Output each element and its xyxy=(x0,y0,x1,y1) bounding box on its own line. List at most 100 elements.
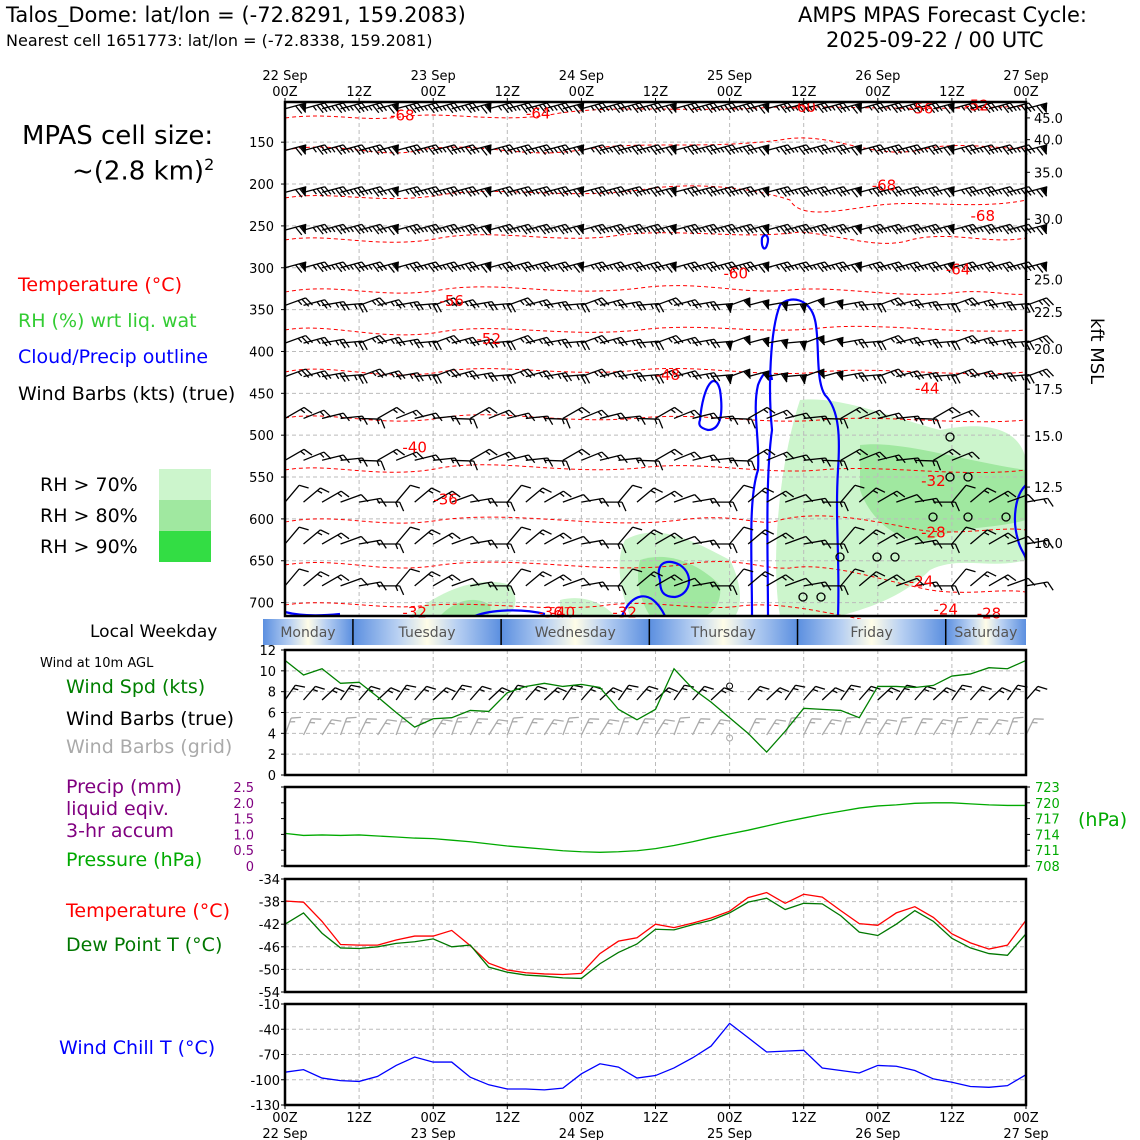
station-title: Talos_Dome: lat/lon = (-72.8291, 159.208… xyxy=(6,3,466,27)
barb-half xyxy=(412,453,418,458)
barb-half xyxy=(964,300,970,306)
barb-half xyxy=(809,721,816,724)
barb-flag xyxy=(1001,226,1010,235)
barb-flag xyxy=(665,147,673,156)
barb-half xyxy=(961,147,966,153)
isotherm-contour xyxy=(284,602,1027,627)
barb-flag xyxy=(909,188,917,197)
barb-pennant xyxy=(837,370,844,381)
barb-half xyxy=(757,688,763,692)
barb-flag xyxy=(649,104,658,114)
barb-flag xyxy=(572,264,581,273)
barb-flag xyxy=(857,301,865,311)
legend-dewpoint: Dew Point T (°C) xyxy=(66,934,223,956)
calm-marker xyxy=(726,682,734,690)
wind-barb xyxy=(339,716,357,736)
barb-flag xyxy=(331,719,342,722)
barb-flag xyxy=(528,412,536,422)
isotherm-label: -56 xyxy=(909,100,934,118)
barb-half xyxy=(348,687,354,691)
barb-half xyxy=(812,105,818,111)
barb-half xyxy=(506,543,510,550)
barb-flag xyxy=(758,264,766,273)
barb-half xyxy=(932,540,936,546)
barb-half xyxy=(376,582,381,588)
barb-half xyxy=(460,147,466,153)
isotherms xyxy=(284,105,1027,627)
wind-barb xyxy=(747,685,770,701)
wind-barb xyxy=(284,297,313,307)
barb-flag xyxy=(875,571,886,577)
barb-half xyxy=(923,227,929,233)
y-tick-temp-label: -34 xyxy=(259,873,280,888)
barb-flag xyxy=(713,372,721,382)
barb-half xyxy=(331,227,336,233)
barb-flag xyxy=(538,146,547,155)
barb-flag xyxy=(464,263,472,273)
wind-barb xyxy=(822,223,851,235)
barb-flag xyxy=(835,188,843,197)
barb-flag xyxy=(620,299,628,308)
barb-flag xyxy=(943,189,951,198)
barb-flag xyxy=(339,301,346,311)
wind-barb xyxy=(803,334,826,346)
wind-barb xyxy=(747,448,776,461)
barb-half xyxy=(395,585,399,592)
wind-barb xyxy=(840,716,857,736)
barb-flag xyxy=(909,226,917,235)
wind-barb xyxy=(525,529,552,545)
barb-flag xyxy=(669,263,677,272)
barb-flag xyxy=(779,104,787,114)
barb-shaft xyxy=(284,526,300,545)
wind-barb xyxy=(581,497,610,507)
barb-flag xyxy=(391,263,399,272)
wind-barb xyxy=(395,144,425,155)
weekday-cell xyxy=(945,619,1026,645)
barb-flag xyxy=(658,374,665,384)
rh80-swatch xyxy=(159,500,211,531)
barb-flag xyxy=(464,104,472,114)
legend-wind: Wind Barbs (kts) (true) xyxy=(18,383,236,405)
barb-shaft xyxy=(1006,684,1019,701)
barb-half xyxy=(839,418,843,425)
barb-half xyxy=(551,722,558,725)
barb-half xyxy=(932,460,936,467)
barb-flag xyxy=(387,147,395,156)
barb-flag xyxy=(340,490,350,498)
legend-wind-spd: Wind Spd (kts) xyxy=(66,676,206,698)
wind-barb xyxy=(358,334,388,345)
wind-barb xyxy=(785,340,808,351)
legend-rh70: RH > 70% xyxy=(40,474,138,496)
wind-barb xyxy=(581,102,610,114)
barb-flag xyxy=(890,188,899,197)
barb-half xyxy=(1016,264,1021,270)
barb-flag xyxy=(510,585,516,596)
barb-flag xyxy=(1047,497,1054,507)
barb-pennant xyxy=(727,341,733,351)
barb-flag xyxy=(446,104,454,114)
barb-half xyxy=(423,264,429,270)
barb-pennant xyxy=(485,262,492,272)
barb-half xyxy=(775,264,781,270)
barb-flag xyxy=(854,104,862,113)
wind-barb xyxy=(469,448,498,461)
barb-half xyxy=(983,372,988,378)
wind-barb xyxy=(525,299,554,309)
barb-half xyxy=(763,408,769,414)
wind-barb xyxy=(711,374,734,385)
barb-flag xyxy=(380,418,386,429)
wind-barb xyxy=(1025,261,1048,273)
barb-flag xyxy=(631,188,639,197)
barb-pennant xyxy=(948,186,955,197)
barb-half xyxy=(662,722,669,725)
barb-half xyxy=(409,373,414,380)
barb-half xyxy=(349,189,354,195)
barb-flag xyxy=(648,685,659,690)
barb-flag xyxy=(398,370,406,379)
barb-half xyxy=(746,460,751,467)
barb-flag xyxy=(491,301,498,311)
isotherm-label: -48 xyxy=(656,366,681,384)
wind-barb xyxy=(358,144,388,155)
barb-half xyxy=(609,264,614,270)
barb-half xyxy=(646,105,651,111)
